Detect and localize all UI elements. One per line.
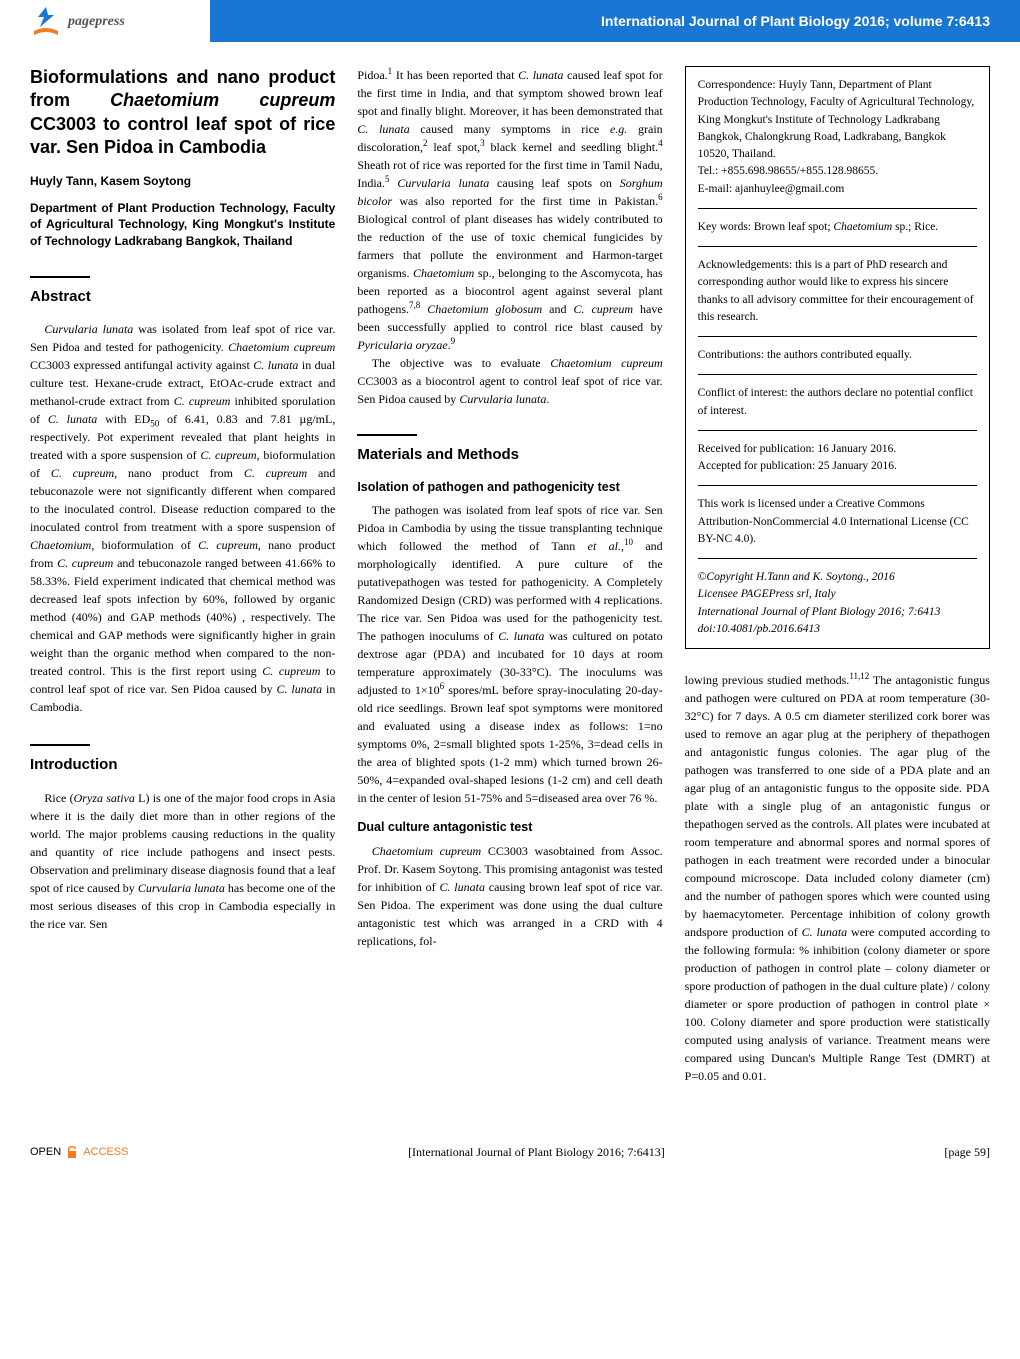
materials-heading: Materials and Methods: [357, 444, 662, 467]
footer-citation: [International Journal of Plant Biology …: [408, 1143, 665, 1161]
received: Received for publication: 16 January 201…: [698, 441, 977, 458]
isolation-heading: Isolation of pathogen and pathogenicity …: [357, 479, 662, 496]
authors: Huyly Tann, Kasem Soytong: [30, 172, 335, 190]
keywords: Key words: Brown leaf spot; Chaetomium s…: [698, 219, 977, 236]
page-number: [page 59]: [944, 1143, 990, 1161]
materials-block: Materials and Methods Isolation of patho…: [357, 434, 662, 950]
copyright: ©Copyright H.Tann and K. Soytong., 2016: [698, 569, 977, 586]
info-citation: International Journal of Plant Biology 2…: [698, 604, 977, 621]
open-access-badge: OPEN ACCESS: [30, 1144, 128, 1161]
conflict: Conflict of interest: the authors declar…: [698, 385, 977, 420]
article-title: Bioformulations and nano product from Ch…: [30, 66, 335, 160]
accepted: Accepted for publication: 25 January 201…: [698, 458, 977, 475]
info-box: Correspondence: Huyly Tann, Department o…: [685, 66, 990, 649]
introduction-block: Introduction Rice (Oryza sativa L) is on…: [30, 744, 335, 933]
section-rule: [30, 276, 90, 278]
info-divider: [698, 374, 977, 375]
dual-culture-text: Chaetomium cupreum CC3003 wasobtained fr…: [357, 842, 662, 950]
column-1: Bioformulations and nano product from Ch…: [30, 66, 335, 1085]
col3-continuation: lowing previous studied methods.11,12 Th…: [685, 671, 990, 1085]
info-divider: [698, 558, 977, 559]
access-label: ACCESS: [83, 1144, 128, 1161]
column-3: Correspondence: Huyly Tann, Department o…: [685, 66, 990, 1085]
abstract-heading: Abstract: [30, 286, 335, 309]
section-rule: [357, 434, 417, 436]
abstract-text: Curvularia lunata was isolated from leaf…: [30, 320, 335, 716]
header-bar: pagepress International Journal of Plant…: [0, 0, 1020, 42]
intro-heading: Introduction: [30, 754, 335, 777]
page-content: Bioformulations and nano product from Ch…: [0, 66, 1020, 1085]
pagepress-logo-icon: [30, 5, 62, 37]
abstract-block: Abstract Curvularia lunata was isolated …: [30, 276, 335, 717]
info-divider: [698, 485, 977, 486]
licensee: Licensee PAGEPress srl, Italy: [698, 586, 977, 603]
license: This work is licensed under a Creative C…: [698, 496, 977, 548]
logo-text: pagepress: [68, 11, 125, 32]
doi: doi:10.4081/pb.2016.6413: [698, 621, 977, 638]
info-divider: [698, 246, 977, 247]
footer: OPEN ACCESS [International Journal of Pl…: [0, 1125, 1020, 1185]
acknowledgements: Acknowledgements: this is a part of PhD …: [698, 257, 977, 326]
logo-section: pagepress: [0, 5, 210, 37]
open-access-lock-icon: [64, 1144, 80, 1160]
tel: Tel.: +855.698.98655/+855.128.98655.: [698, 163, 977, 180]
info-divider: [698, 430, 977, 431]
intro-paragraph: Rice (Oryza sativa L) is one of the majo…: [30, 789, 335, 933]
title-species: Chaetomium cupreum: [110, 90, 335, 110]
dual-culture-heading: Dual culture antagonistic test: [357, 819, 662, 836]
contributions: Contributions: the authors contributed e…: [698, 347, 977, 364]
email: E-mail: ajanhuylee@gmail.com: [698, 181, 977, 198]
correspondence: Correspondence: Huyly Tann, Department o…: [698, 77, 977, 163]
column-2: Pidoa.1 It has been reported that C. lun…: [357, 66, 662, 1085]
title-part-2: CC3003 to control leaf spot of rice var.…: [30, 114, 335, 157]
col2-intro-continuation: Pidoa.1 It has been reported that C. lun…: [357, 66, 662, 354]
affiliation: Department of Plant Production Technolog…: [30, 200, 335, 250]
info-divider: [698, 336, 977, 337]
journal-title-bar: International Journal of Plant Biology 2…: [210, 0, 1020, 42]
info-divider: [698, 208, 977, 209]
open-label: OPEN: [30, 1144, 61, 1161]
isolation-text: The pathogen was isolated from leaf spot…: [357, 501, 662, 807]
col2-objective: The objective was to evaluate Chaetomium…: [357, 354, 662, 408]
section-rule: [30, 744, 90, 746]
